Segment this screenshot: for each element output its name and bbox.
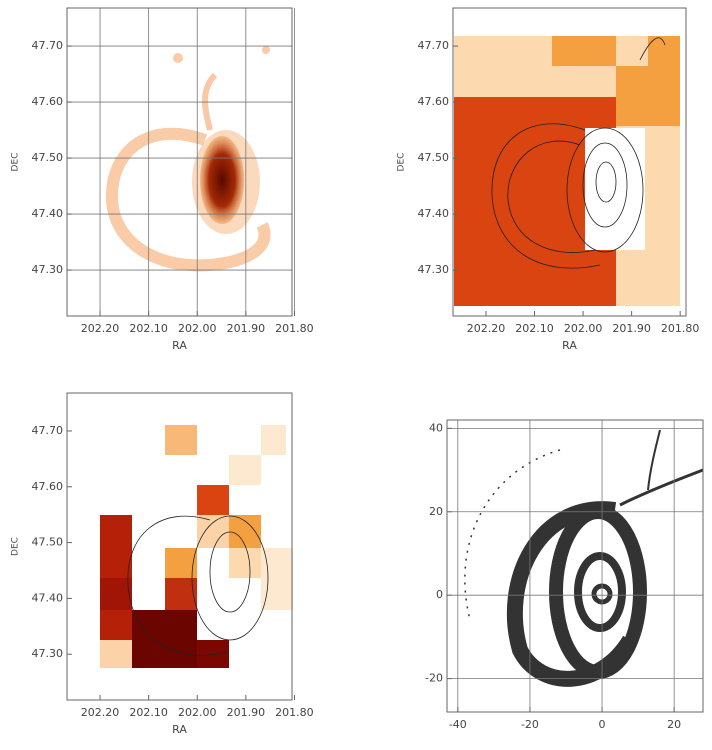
y-tick-label: 20 <box>429 505 443 518</box>
binned-map <box>454 36 680 306</box>
x-tick-label: 202.20 <box>81 706 120 719</box>
y-tick-label: 47.50 <box>32 536 64 549</box>
y-tick-label: 47.60 <box>32 480 64 493</box>
x-tick-label: 202.10 <box>129 322 168 335</box>
y-tick-label: 40 <box>429 421 443 434</box>
binned-map <box>100 425 293 668</box>
y-tick-label: 47.40 <box>32 207 64 220</box>
x-axis-label: RA <box>172 723 187 736</box>
y-tick-label: 47.40 <box>418 207 450 220</box>
x-tick-label: 0 <box>599 718 606 731</box>
x-tick-label: 202.10 <box>515 322 554 335</box>
y-axis-label: DEC <box>11 153 21 172</box>
x-axis-label: RA <box>562 339 577 352</box>
x-tick-label: 202.20 <box>467 322 506 335</box>
y-tick-label: 47.30 <box>32 263 64 276</box>
y-axis-label: DEC <box>11 537 21 556</box>
plot-frame <box>66 392 293 701</box>
x-tick-label: 202.20 <box>81 322 120 335</box>
x-tick-label: 20 <box>667 718 681 731</box>
y-axis-label: DEC <box>397 153 407 172</box>
galaxy-image <box>105 46 271 272</box>
x-tick-label: 202.00 <box>564 322 603 335</box>
simulation <box>464 429 704 687</box>
x-tick-label: -20 <box>521 718 539 731</box>
y-tick-label: 0 <box>436 588 443 601</box>
plot-frame <box>66 7 293 317</box>
y-tick-label: 47.70 <box>32 39 64 52</box>
y-tick-label: 47.60 <box>418 95 450 108</box>
y-tick-label: 47.40 <box>32 591 64 604</box>
y-tick-label: 47.50 <box>418 151 450 164</box>
x-tick-label: 201.80 <box>661 322 700 335</box>
y-tick-label: 47.60 <box>32 95 64 108</box>
y-tick-label: 47.30 <box>32 647 64 660</box>
x-tick-label: 202.00 <box>178 322 217 335</box>
y-tick-label: 47.30 <box>418 263 450 276</box>
plot-frame <box>446 419 704 713</box>
x-tick-label: 201.90 <box>612 322 651 335</box>
x-tick-label: 202.10 <box>129 706 168 719</box>
x-tick-label: -40 <box>449 718 467 731</box>
x-tick-label: 201.80 <box>275 706 314 719</box>
plot-frame <box>452 7 687 317</box>
x-axis-label: RA <box>172 339 187 352</box>
y-tick-label: 47.50 <box>32 151 64 164</box>
x-tick-label: 202.00 <box>178 706 217 719</box>
y-tick-label: 47.70 <box>418 39 450 52</box>
x-tick-label: 201.80 <box>275 322 314 335</box>
y-tick-label: 47.70 <box>32 424 64 437</box>
y-tick-label: -20 <box>425 672 443 685</box>
x-tick-label: 201.90 <box>227 706 266 719</box>
x-tick-label: 201.90 <box>227 322 266 335</box>
